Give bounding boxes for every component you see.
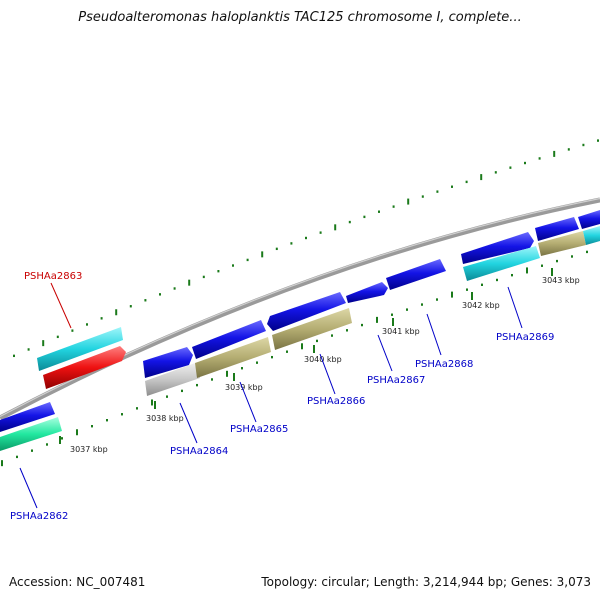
- inner-tick-ring: [1, 250, 588, 467]
- gene-arrow-red: [43, 346, 126, 389]
- gene-block-blue: [0, 402, 55, 432]
- gene-leader-line: [319, 353, 336, 395]
- topology-summary: Topology: circular; Length: 3,214,944 bp…: [261, 575, 591, 589]
- kbp-label: 3038 kbp: [146, 414, 184, 423]
- kbp-label: 3039 kbp: [225, 383, 263, 392]
- gene-label: PSHAa2864: [170, 446, 228, 457]
- gene-block-olive: [272, 308, 352, 350]
- gene-label: PSHAa2867: [367, 375, 425, 386]
- gene-block-cyan: [583, 226, 600, 245]
- gene-label: PSHAa2862: [10, 511, 68, 522]
- gene-features: [0, 210, 600, 451]
- gene-label: PSHAa2865: [230, 424, 288, 435]
- gene-leader-line: [426, 313, 442, 356]
- kbp-label: 3041 kbp: [382, 327, 420, 336]
- gene-label: PSHAa2869: [496, 332, 554, 343]
- gene-block-blue: [535, 217, 579, 241]
- gene-arrow-blue: [461, 232, 534, 264]
- gene-arrow-blue: [346, 282, 388, 303]
- gene-leader-line: [507, 286, 523, 329]
- gene-leader-line: [19, 467, 38, 509]
- accession-label: Accession: NC_007481: [9, 575, 146, 589]
- gene-block-gray: [145, 362, 200, 396]
- gene-block-cyan: [37, 327, 123, 371]
- gene-block-blue: [386, 259, 446, 290]
- outer-tick-ring: [13, 139, 599, 358]
- gene-block-olive: [195, 337, 271, 378]
- backbone-line: [0, 197, 600, 421]
- gene-label: PSHAa2863: [24, 271, 82, 282]
- kbp-labels: 3037 kbp 3038 kbp 3039 kbp 3040 kbp 3041 kbp…: [59, 268, 580, 454]
- kbp-label: 3037 kbp: [70, 445, 108, 454]
- map-title: Pseudoalteromonas haloplanktis TAC125 ch…: [78, 10, 522, 25]
- gene-block-green: [0, 417, 62, 451]
- kbp-label: 3043 kbp: [542, 276, 580, 285]
- gene-leader-line: [377, 334, 393, 372]
- gene-arrow-blue: [267, 292, 346, 331]
- gene-arrow-blue: [143, 347, 193, 378]
- kbp-label: 3042 kbp: [462, 301, 500, 310]
- gene-leader-line: [239, 381, 257, 423]
- gene-block-olive: [538, 231, 586, 256]
- gene-label: PSHAa2868: [415, 359, 473, 370]
- gene-label: PSHAa2866: [307, 396, 365, 407]
- gene-block-cyan: [463, 246, 540, 281]
- gene-leader-line: [50, 282, 72, 329]
- gene-block-blue: [192, 320, 266, 359]
- gene-leader-line: [179, 402, 198, 444]
- kbp-label: 3040 kbp: [304, 355, 342, 364]
- gene-block-blue: [578, 210, 600, 229]
